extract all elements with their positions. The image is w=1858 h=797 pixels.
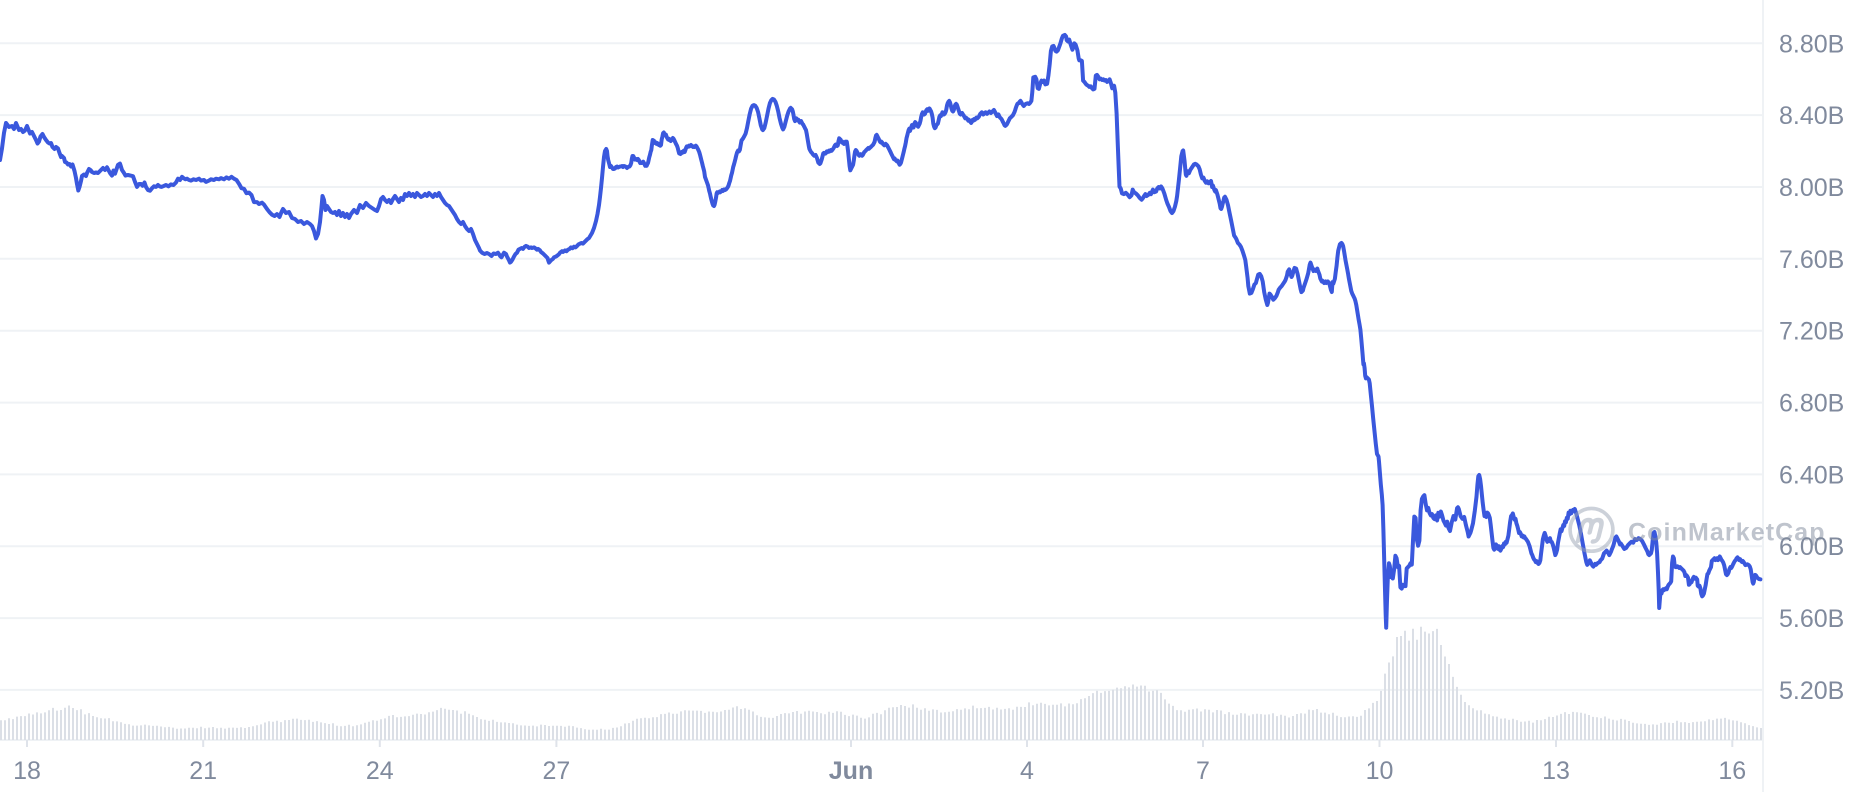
svg-text:6.40B: 6.40B <box>1779 461 1844 489</box>
svg-text:7.20B: 7.20B <box>1779 318 1844 346</box>
svg-text:5.60B: 5.60B <box>1779 605 1844 633</box>
svg-text:4: 4 <box>1020 757 1034 785</box>
svg-text:27: 27 <box>542 757 570 785</box>
svg-text:6.80B: 6.80B <box>1779 390 1844 418</box>
svg-text:CoinMarketCap: CoinMarketCap <box>1628 519 1826 547</box>
svg-text:16: 16 <box>1718 757 1746 785</box>
svg-text:6.00B: 6.00B <box>1779 533 1844 561</box>
svg-text:8.80B: 8.80B <box>1779 30 1844 58</box>
svg-text:7: 7 <box>1196 757 1210 785</box>
svg-text:7.60B: 7.60B <box>1779 246 1844 274</box>
svg-text:18: 18 <box>13 757 41 785</box>
svg-text:21: 21 <box>189 757 217 785</box>
svg-text:13: 13 <box>1542 757 1570 785</box>
svg-text:5.20B: 5.20B <box>1779 677 1844 705</box>
svg-text:10: 10 <box>1366 757 1394 785</box>
svg-text:8.40B: 8.40B <box>1779 102 1844 130</box>
svg-text:8.00B: 8.00B <box>1779 174 1844 202</box>
svg-text:Jun: Jun <box>829 757 873 785</box>
svg-text:24: 24 <box>366 757 394 785</box>
